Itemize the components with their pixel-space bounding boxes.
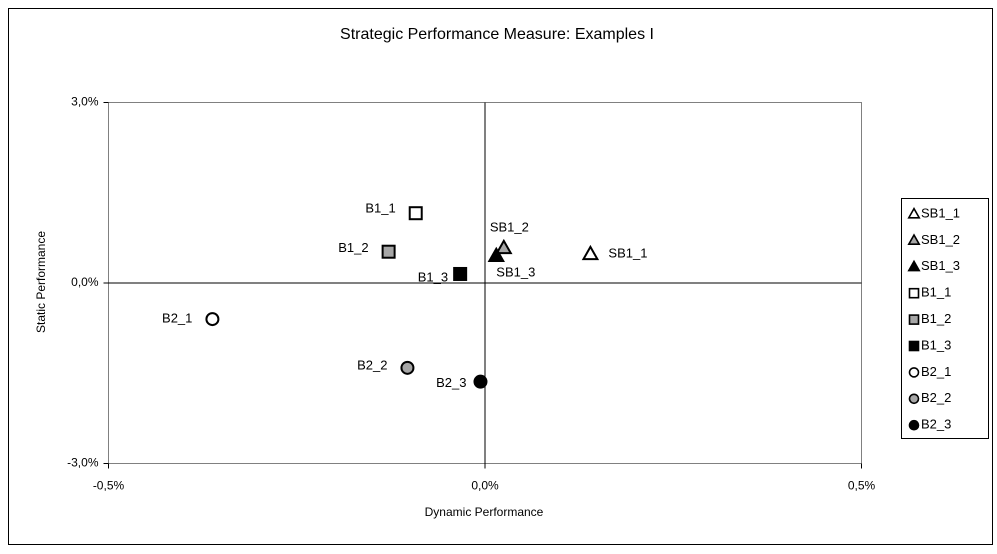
point (487, 246, 505, 262)
point-label: B1_1 (365, 201, 395, 216)
y-tick-label: -3,0% (67, 456, 99, 470)
point-label: SB1_2 (490, 220, 529, 235)
legend-marker (908, 367, 920, 378)
point-label: SB1_1 (608, 246, 647, 261)
legend-marker (908, 419, 920, 431)
point (495, 238, 513, 255)
point-label: B1_2 (338, 240, 368, 255)
point (381, 244, 396, 259)
legend-label: B2_2 (921, 390, 951, 405)
point (205, 312, 220, 327)
point (473, 374, 488, 389)
legend-label: B1_3 (921, 337, 951, 352)
y-tick-label: 0,0% (71, 275, 99, 289)
legend-label: B1_2 (921, 311, 951, 326)
x-tick-label: 0,5% (848, 479, 876, 493)
legend-marker (908, 287, 920, 299)
point (400, 360, 415, 375)
x-tick-label: 0,0% (471, 479, 499, 493)
y-axis-label: Static Performance (34, 231, 48, 333)
legend-marker (907, 206, 921, 219)
legend-marker (908, 314, 920, 325)
point-label: B1_3 (418, 269, 448, 284)
legend-marker (908, 393, 920, 405)
legend-label: B2_1 (921, 364, 951, 379)
point (408, 206, 423, 221)
legend-label: B2_3 (921, 417, 951, 432)
legend-label: SB1_3 (921, 258, 960, 273)
legend-label: SB1_1 (921, 205, 960, 220)
legend-label: B1_1 (921, 285, 951, 300)
legend-label: SB1_2 (921, 232, 960, 247)
chart-title: Strategic Performance Measure: Examples … (340, 26, 654, 43)
legend-marker (907, 233, 921, 245)
y-tick-label: 3,0% (71, 95, 99, 109)
x-axis-label: Dynamic Performance (425, 505, 544, 519)
x-tick-label: -0,5% (93, 479, 125, 493)
point (581, 244, 600, 261)
point-label: SB1_3 (496, 264, 535, 279)
point-label: B2_1 (162, 311, 192, 326)
point (453, 266, 468, 281)
point-label: B2_3 (436, 375, 466, 390)
legend-marker (908, 340, 920, 352)
legend-marker (907, 259, 921, 272)
point-label: B2_2 (357, 357, 387, 372)
